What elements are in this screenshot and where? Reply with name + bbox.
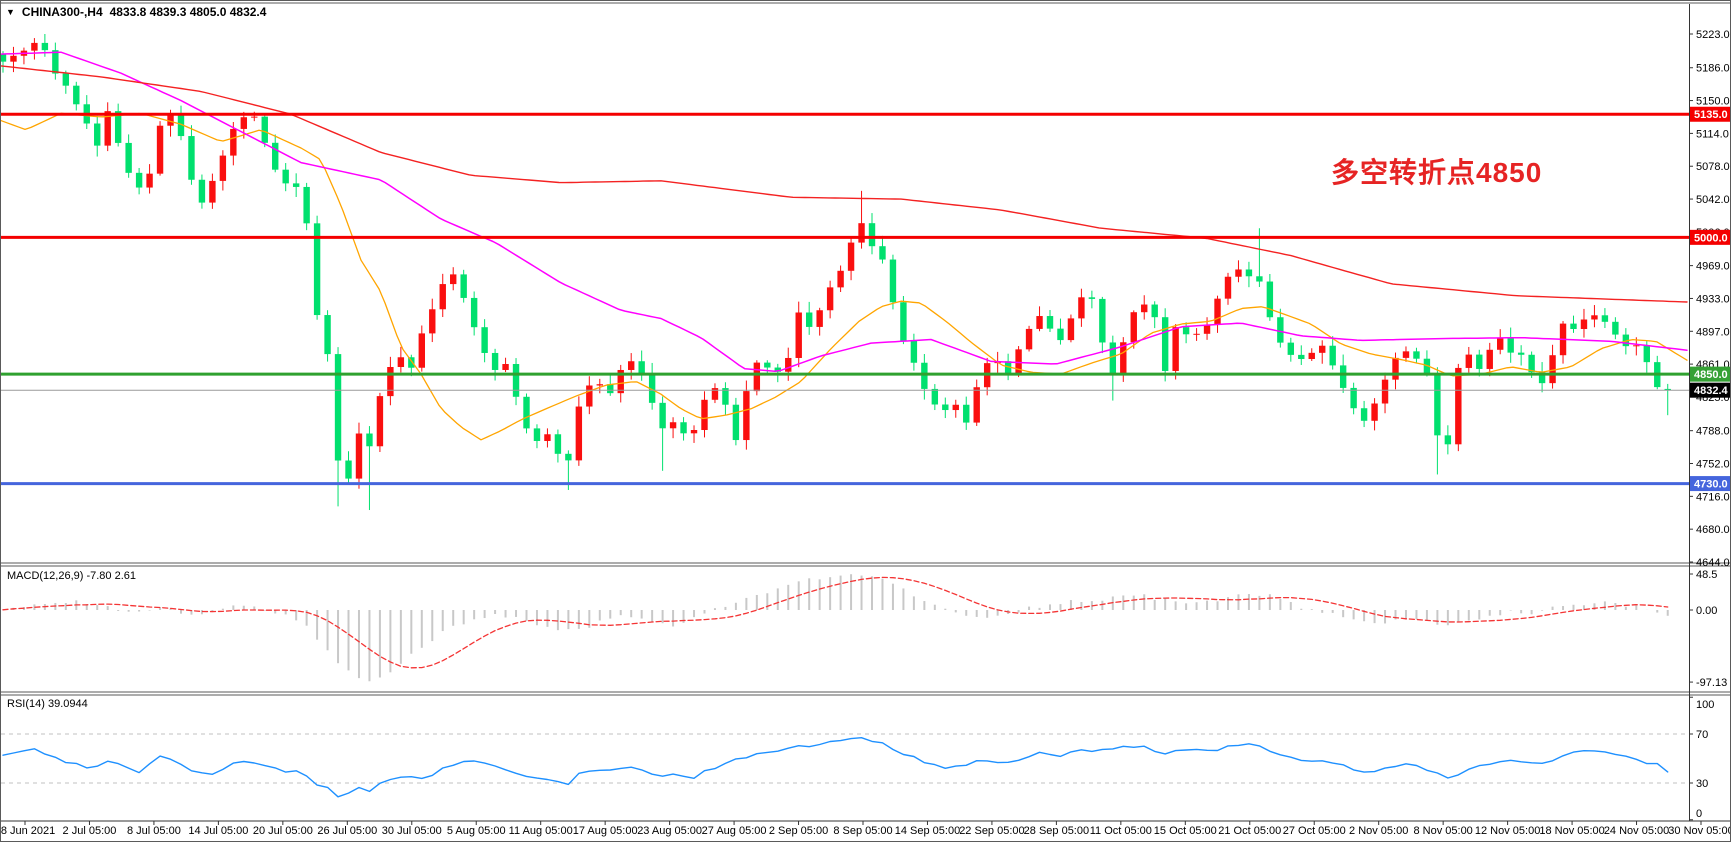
price-axis[interactable]: 5223.05186.05150.05114.05078.05042.05006… <box>1689 4 1730 821</box>
time-tick-label: 2 Nov 05:00 <box>1349 825 1408 837</box>
ma-fast <box>1 112 1688 441</box>
time-tick-label: 15 Oct 05:00 <box>1154 825 1217 837</box>
price-badge: 4730.0 <box>1690 476 1730 492</box>
moving-averages-layer <box>1 51 1688 441</box>
time-tick-label: 8 Sep 05:00 <box>833 825 892 837</box>
macd-signal-line <box>2 576 1669 669</box>
price-tick-label: 5042.0 <box>1696 194 1730 206</box>
price-badge: 5135.0 <box>1690 106 1730 122</box>
macd-panel <box>2 574 1669 682</box>
time-tick-label: 23 Aug 05:00 <box>637 825 702 837</box>
time-tick-label: 11 Oct 05:00 <box>1090 825 1152 837</box>
time-tick-label: 28 Sep 05:00 <box>1024 825 1089 837</box>
price-badge-text: 4832.4 <box>1694 385 1729 397</box>
symbol-ohlc-values: 4833.8 4839.3 4805.0 4832.4 <box>109 5 267 19</box>
price-badge-text: 4730.0 <box>1694 479 1728 491</box>
time-tick-label: 21 Oct 05:00 <box>1218 825 1281 837</box>
time-tick-label: 20 Jul 05:00 <box>253 825 313 837</box>
price-tick-label: 4644.0 <box>1696 557 1730 569</box>
time-tick-label: 28 Jun 2021 <box>1 825 55 837</box>
price-badges: 5135.0 5000.0 4850.0 4832.4 4730.0 <box>1690 106 1730 492</box>
time-tick-label: 14 Sep 05:00 <box>895 825 960 837</box>
price-tick-label: 4752.0 <box>1696 459 1730 471</box>
rsi-tick-label: 70 <box>1696 729 1708 741</box>
price-tick-label: 5078.0 <box>1696 161 1730 173</box>
time-tick-label: 24 Nov 05:00 <box>1604 825 1669 837</box>
macd-tick-label: 48.5 <box>1696 569 1717 581</box>
price-badge: 4850.0 <box>1690 366 1730 382</box>
time-tick-label: 22 Sep 05:00 <box>959 825 1024 837</box>
time-tick-label: 27 Aug 05:00 <box>702 825 767 837</box>
candles-layer <box>1 34 1671 511</box>
rsi-panel <box>1 733 1689 798</box>
price-tick-label: 5186.0 <box>1696 63 1730 75</box>
price-badge-text: 4850.0 <box>1694 369 1728 381</box>
time-tick-label: 30 Jul 05:00 <box>382 825 442 837</box>
price-tick-label: 4788.0 <box>1696 426 1730 438</box>
price-tick-label: 4933.0 <box>1696 293 1730 305</box>
symbol-dropdown-icon[interactable]: ▼ <box>6 7 15 17</box>
time-tick-label: 2 Jul 05:00 <box>63 825 117 837</box>
time-tick-label: 2 Sep 05:00 <box>769 825 828 837</box>
symbol-header: ▼ CHINA300-,H4 4833.8 4839.3 4805.0 4832… <box>6 5 266 19</box>
time-tick-label: 12 Nov 05:00 <box>1475 825 1540 837</box>
rsi-tick-label: 0 <box>1696 808 1702 820</box>
price-tick-label: 4897.0 <box>1696 326 1730 338</box>
price-tick-label: 5150.0 <box>1696 96 1730 108</box>
price-badge-text: 5000.0 <box>1694 232 1728 244</box>
time-tick-label: 5 Aug 05:00 <box>447 825 506 837</box>
rsi-line <box>2 737 1669 798</box>
macd-tick-label: -97.13 <box>1696 677 1727 689</box>
price-tick-label: 4680.0 <box>1696 524 1730 536</box>
time-tick-label: 18 Nov 05:00 <box>1539 825 1604 837</box>
price-tick-label: 4969.0 <box>1696 261 1730 273</box>
price-tick-label: 4716.0 <box>1696 491 1730 503</box>
price-badge: 5000.0 <box>1690 229 1730 245</box>
time-tick-label: 14 Jul 05:00 <box>188 825 248 837</box>
rsi-tick-label: 30 <box>1696 778 1708 790</box>
price-badge: 4832.4 <box>1690 382 1730 398</box>
rsi-tick-label: 100 <box>1696 699 1714 711</box>
ma-medium <box>1 51 1688 372</box>
macd-tick-label: 0.00 <box>1696 605 1717 617</box>
ma-slow <box>1 65 1688 303</box>
rsi-indicator-label: RSI(14) 39.0944 <box>7 698 88 710</box>
time-axis[interactable]: 28 Jun 2021 2 Jul 05:00 8 Jul 05:00 14 Jul … <box>1 821 1731 837</box>
time-tick-label: 8 Nov 05:00 <box>1413 825 1472 837</box>
price-badge-text: 5135.0 <box>1694 109 1728 121</box>
time-tick-label: 26 Jul 05:00 <box>317 825 377 837</box>
time-tick-label: 8 Jul 05:00 <box>127 825 181 837</box>
chart-annotation-text: 多空转折点4850 <box>1331 157 1543 188</box>
time-tick-label: 11 Aug 05:00 <box>509 825 573 837</box>
macd-indicator-label: MACD(12,26,9) -7.80 2.61 <box>7 570 137 582</box>
symbol-name: CHINA300-,H4 <box>21 5 103 19</box>
horizontal-lines-layer[interactable] <box>1 112 1689 486</box>
time-tick-label: 17 Aug 05:00 <box>573 825 638 837</box>
price-tick-label: 5223.0 <box>1696 29 1730 41</box>
time-tick-label: 30 Nov 05:00 <box>1668 825 1731 837</box>
time-tick-label: 27 Oct 05:00 <box>1283 825 1346 837</box>
price-tick-label: 5114.0 <box>1696 128 1729 140</box>
